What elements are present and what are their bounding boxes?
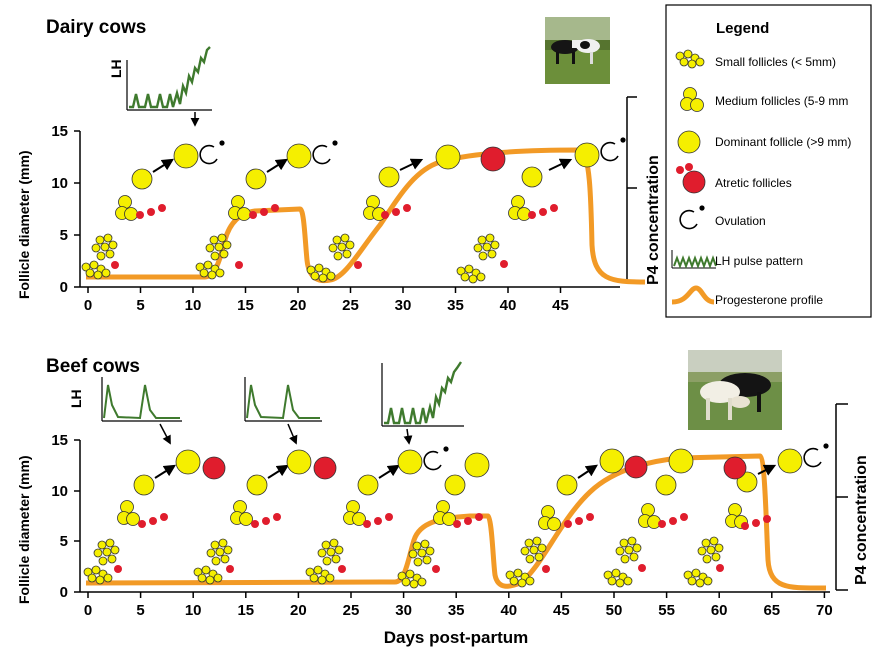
lh-pulse-icon bbox=[671, 250, 717, 269]
beef-xtick-label: 65 bbox=[763, 602, 780, 619]
beef-follicle-wave-1 bbox=[83, 449, 226, 585]
beef-p4-axis: P4 concentration bbox=[835, 403, 870, 591]
beef-ytick-15: 15 bbox=[51, 432, 68, 449]
dairy-xtick-label: 10 bbox=[185, 297, 202, 314]
dairy-p4-label: P4 concentration bbox=[645, 155, 662, 285]
dairy-xtick-label: 35 bbox=[447, 297, 464, 314]
beef-xtick-label: 10 bbox=[185, 602, 202, 619]
progesterone-icon bbox=[671, 285, 715, 305]
dairy-title: Dairy cows bbox=[46, 17, 146, 38]
beef-axes: 0 5 10 15 Follicle diameter (mm) Days po… bbox=[16, 432, 830, 647]
beef-xtick-label: 50 bbox=[606, 602, 623, 619]
beef-lh-inset-2 bbox=[244, 377, 322, 445]
dairy-follicle-wave-1 bbox=[81, 139, 226, 280]
beef-ytick-5: 5 bbox=[60, 533, 68, 550]
legend-item-small: Small follicles (< 5mm) bbox=[715, 55, 836, 69]
dairy-lh-inset: LH bbox=[108, 46, 212, 127]
beef-xtick-label: 45 bbox=[553, 602, 570, 619]
legend-item-medium: Medium follicles (5-9 mm bbox=[715, 94, 848, 108]
legend-item-lh: LH pulse pattern bbox=[715, 254, 803, 268]
dairy-lh-label: LH bbox=[108, 59, 124, 78]
beef-cow-photo bbox=[688, 350, 782, 430]
legend-item-progesterone: Progesterone profile bbox=[715, 293, 823, 307]
dairy-follicle-wave-2 bbox=[195, 139, 339, 280]
beef-ytick-10: 10 bbox=[51, 483, 68, 500]
dairy-follicle-wave-3 bbox=[306, 144, 506, 283]
beef-xtick-label: 0 bbox=[84, 602, 92, 619]
beef-xtick-label: 60 bbox=[711, 602, 728, 619]
beef-title: Beef cows bbox=[46, 356, 140, 377]
beef-ytick-0: 0 bbox=[60, 584, 68, 601]
beef-follicle-wave-2 bbox=[193, 449, 337, 585]
dairy-xtick-label: 5 bbox=[136, 297, 144, 314]
dominant-follicle-icon bbox=[677, 130, 701, 154]
dairy-p4-axis: P4 concentration bbox=[626, 96, 662, 285]
beef-xtick-label: 20 bbox=[290, 602, 307, 619]
beef-xticks: 0 5 10 15 20 25 30 35 40 45 50 55 60 65 70 bbox=[84, 592, 833, 619]
medium-follicles-icon bbox=[680, 87, 704, 112]
dairy-axes: 0 5 10 15 Follicle diameter (mm) bbox=[16, 123, 620, 299]
beef-xtick-label: 30 bbox=[395, 602, 412, 619]
beef-xlabel: Days post-partum bbox=[384, 628, 529, 647]
beef-progesterone-profile bbox=[85, 453, 827, 591]
dairy-xtick-label: 30 bbox=[395, 297, 412, 314]
beef-p4-label: P4 concentration bbox=[853, 455, 870, 585]
beef-follicle-wave-7 bbox=[683, 442, 830, 588]
dairy-ytick-15: 15 bbox=[51, 123, 68, 140]
dairy-ylabel: Follicle diameter (mm) bbox=[16, 150, 32, 299]
dairy-xticks: 0 5 10 15 20 25 30 35 40 45 bbox=[84, 287, 569, 314]
beef-xtick-label: 40 bbox=[500, 602, 517, 619]
beef-lh-inset-1: LH bbox=[68, 377, 182, 445]
dairy-ytick-5: 5 bbox=[60, 227, 68, 244]
beef-lh-label: LH bbox=[68, 389, 84, 408]
dairy-xtick-label: 25 bbox=[342, 297, 359, 314]
beef-follicle-wave-4 bbox=[397, 452, 490, 589]
beef-lh-inset-3 bbox=[381, 361, 464, 445]
dairy-ytick-10: 10 bbox=[51, 175, 68, 192]
legend-item-atretic: Atretic follicles bbox=[715, 176, 792, 190]
dairy-ytick-0: 0 bbox=[60, 279, 68, 296]
legend-item-dominant: Dominant follicle (>9 mm) bbox=[715, 135, 851, 149]
beef-xtick-label: 55 bbox=[658, 602, 675, 619]
dairy-follicle-wave-4 bbox=[456, 136, 627, 284]
beef-xtick-label: 70 bbox=[816, 602, 833, 619]
beef-follicle-wave-3 bbox=[305, 445, 450, 585]
dairy-cow-photo bbox=[545, 17, 610, 84]
beef-xtick-label: 15 bbox=[237, 602, 254, 619]
atretic-follicles-icon bbox=[676, 163, 706, 194]
beef-ylabel: Follicle diameter (mm) bbox=[16, 455, 32, 604]
dairy-xtick-label: 20 bbox=[290, 297, 307, 314]
beef-follicle-wave-6 bbox=[603, 448, 694, 588]
dairy-xtick-label: 40 bbox=[500, 297, 517, 314]
dairy-xtick-label: 15 bbox=[237, 297, 254, 314]
legend-title: Legend bbox=[716, 20, 769, 37]
legend-box: Legend Small follicles (< 5mm) Medium fo… bbox=[665, 4, 872, 318]
dairy-xtick-label: 45 bbox=[552, 297, 569, 314]
beef-xtick-label: 5 bbox=[136, 602, 144, 619]
legend-item-ovulation: Ovulation bbox=[715, 214, 766, 228]
beef-follicle-wave-5 bbox=[505, 448, 648, 588]
dairy-xtick-label: 0 bbox=[84, 297, 92, 314]
beef-xtick-label: 35 bbox=[448, 602, 465, 619]
beef-xtick-label: 25 bbox=[343, 602, 360, 619]
